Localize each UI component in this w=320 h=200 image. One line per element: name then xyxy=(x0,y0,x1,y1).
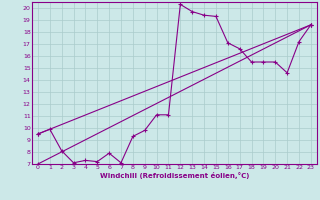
X-axis label: Windchill (Refroidissement éolien,°C): Windchill (Refroidissement éolien,°C) xyxy=(100,172,249,179)
